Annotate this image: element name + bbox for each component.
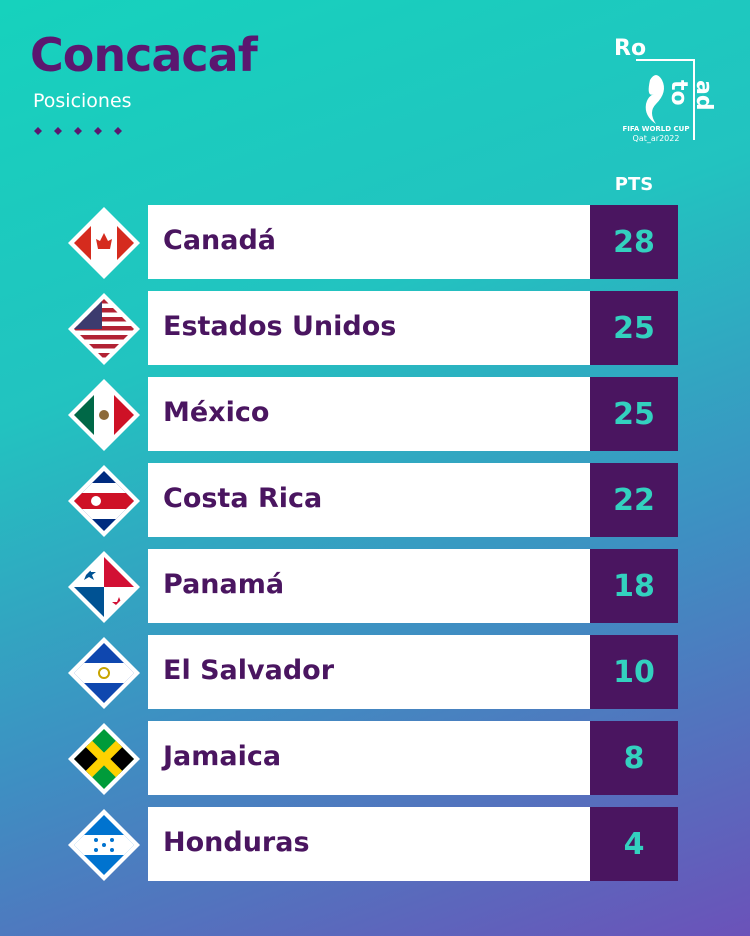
flag [68, 551, 140, 623]
team-name: Honduras [148, 807, 590, 881]
table-row: México 25 [60, 377, 680, 451]
title: Concacaf [30, 28, 258, 82]
flag [68, 207, 140, 279]
team-name: Estados Unidos [148, 291, 590, 365]
logo-text: Qat_ar2022 [632, 134, 680, 143]
team-points: 10 [590, 635, 678, 709]
table-row: Honduras 4 [60, 807, 680, 881]
logo-text: Ro [614, 36, 647, 61]
logo-graphic [636, 59, 695, 140]
team-points: 25 [590, 291, 678, 365]
flag [68, 723, 140, 795]
team-points: 8 [590, 721, 678, 795]
table-row: Costa Rica 22 [60, 463, 680, 537]
flag [68, 465, 140, 537]
column-header: PTS [614, 174, 654, 195]
team-name: Jamaica [148, 721, 590, 795]
team-points: 18 [590, 549, 678, 623]
table-row: El Salvador 10 [60, 635, 680, 709]
flag [68, 637, 140, 709]
team-points: 4 [590, 807, 678, 881]
table-row: Canadá 28 [60, 205, 680, 279]
subtitle: Posiciones [33, 90, 132, 112]
team-points: 25 [590, 377, 678, 451]
team-name: Panamá [148, 549, 590, 623]
team-points: 22 [590, 463, 678, 537]
table-row: Panamá 18 [60, 549, 680, 623]
team-name: El Salvador [148, 635, 590, 709]
team-points: 28 [590, 205, 678, 279]
team-name: Canadá [148, 205, 590, 279]
team-name: Costa Rica [148, 463, 590, 537]
decoration [34, 127, 122, 135]
logo-text: FIFA WORLD CUP [622, 125, 690, 133]
team-name: México [148, 377, 590, 451]
table-row: Estados Unidos 25 [60, 291, 680, 365]
table-row: Jamaica 8 [60, 721, 680, 795]
flag [68, 293, 140, 365]
flag [68, 379, 140, 451]
flag [68, 809, 140, 881]
